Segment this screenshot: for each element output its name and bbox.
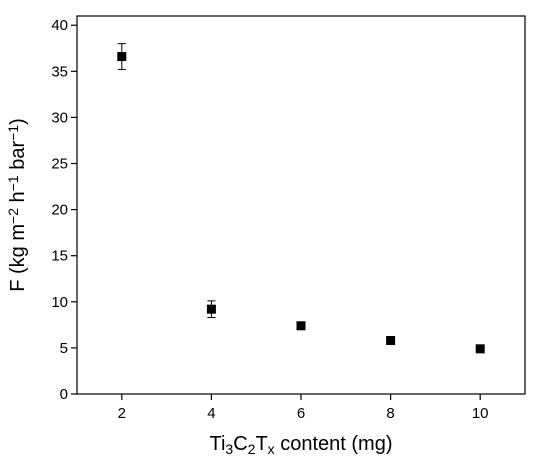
data-point-1 xyxy=(117,43,127,70)
axis-title-part: C xyxy=(233,433,247,455)
axis-title-part: x xyxy=(268,441,275,457)
y-axis-title: F (kg m−2 h−1 bar−1) xyxy=(5,118,29,292)
y-tick-label-5: 5 xyxy=(60,340,68,357)
y-tick-label-15: 15 xyxy=(51,248,68,265)
axis-title-part: Ti xyxy=(209,433,225,455)
y-tick-label-30: 30 xyxy=(51,109,68,126)
x-tick-label-2: 2 xyxy=(118,405,126,422)
axis-title-part: T xyxy=(255,433,267,455)
y-tick-label-40: 40 xyxy=(51,17,68,34)
y-tick-label-25: 25 xyxy=(51,156,68,173)
marker-square-5 xyxy=(475,344,485,354)
axis-title-part: −1 xyxy=(5,175,21,191)
plot-frame xyxy=(76,15,526,395)
data-point-5 xyxy=(475,344,485,354)
x-axis-title: Ti3C2Tx content (mg) xyxy=(209,433,392,457)
marker-square-3 xyxy=(296,321,306,331)
y-tick-label-0: 0 xyxy=(60,386,68,403)
axis-title-part: −2 xyxy=(5,208,21,224)
x-axis: 2 4 6 8 10 xyxy=(118,394,489,422)
y-axis: 0 5 10 15 20 25 30 35 40 xyxy=(51,17,77,403)
marker-square-1 xyxy=(117,52,127,62)
y-tick-label-35: 35 xyxy=(51,63,68,80)
y-tick-label-20: 20 xyxy=(51,202,68,219)
axis-title-part: bar xyxy=(7,141,29,176)
axis-title-part: 3 xyxy=(225,441,233,457)
data-point-4 xyxy=(386,336,396,346)
data-point-2 xyxy=(206,300,216,318)
x-tick-label-8: 8 xyxy=(386,405,394,422)
axis-title-part: F (kg m xyxy=(7,224,29,292)
axis-title-part: −1 xyxy=(5,125,21,141)
data-points xyxy=(117,43,485,354)
x-tick-label-10: 10 xyxy=(472,405,489,422)
axis-title-part: h xyxy=(7,191,29,208)
marker-square-4 xyxy=(386,336,396,346)
marker-square-2 xyxy=(206,304,216,314)
axis-title-part: 2 xyxy=(248,441,256,457)
axis-title-part: content (mg) xyxy=(275,433,393,455)
x-tick-label-4: 4 xyxy=(207,405,215,422)
axis-title-part: ) xyxy=(7,118,29,125)
x-tick-label-6: 6 xyxy=(297,405,305,422)
y-tick-label-10: 10 xyxy=(51,294,68,311)
data-point-3 xyxy=(296,321,306,331)
